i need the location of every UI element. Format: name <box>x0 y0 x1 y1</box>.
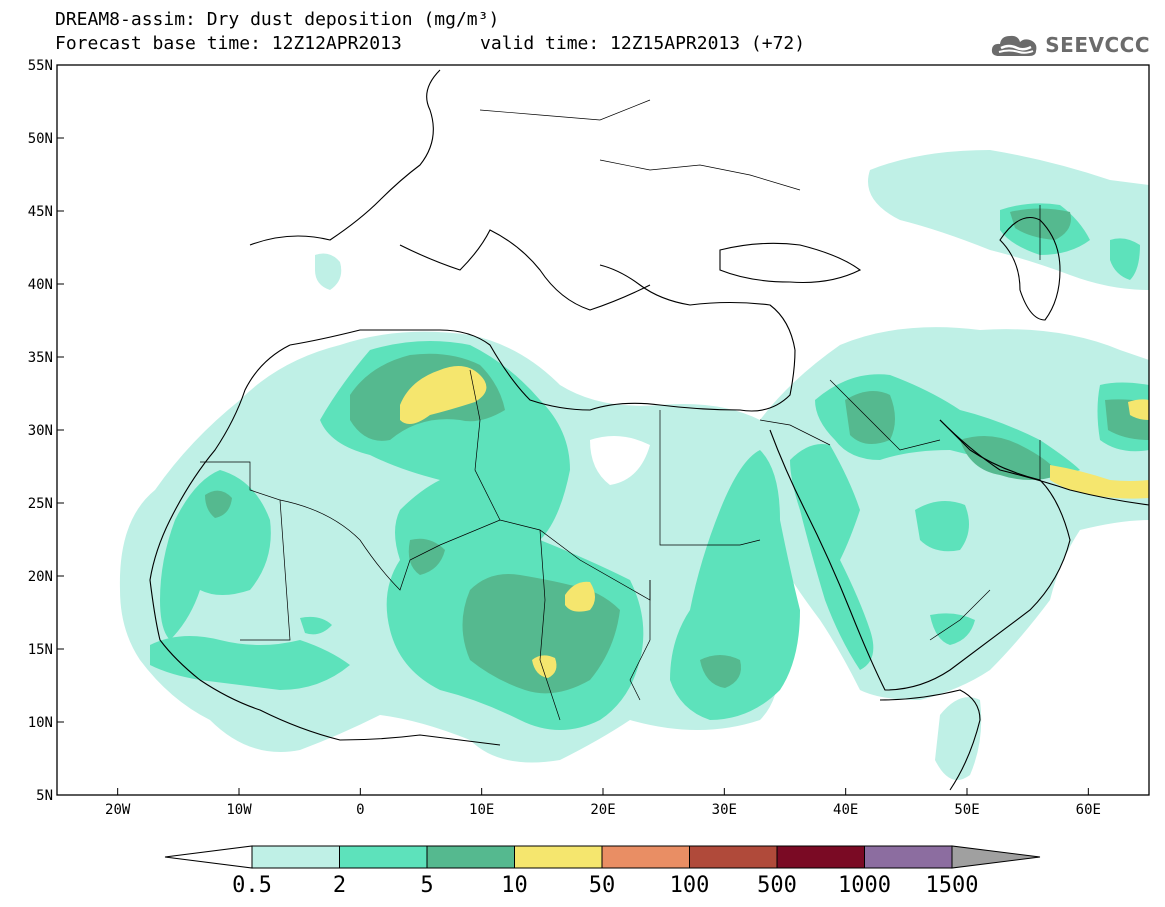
lon-tick-label: 10E <box>469 802 494 818</box>
colorbar-swatch <box>601 845 690 869</box>
colorbar-swatch <box>339 845 428 869</box>
lon-tick-label: 20E <box>590 802 615 818</box>
cloud-logo-icon <box>992 35 1037 56</box>
lon-tick-label: 10W <box>226 802 252 818</box>
country-borders <box>200 99 1041 721</box>
colorbar-level-label: 500 <box>757 873 797 898</box>
colorbar-swatch <box>689 845 778 869</box>
seevccc-logo: SEEVCCC <box>989 30 1150 60</box>
colorbar-level-label: 10 <box>501 873 528 898</box>
colorbar-swatch <box>864 845 953 869</box>
contour-10 <box>400 366 1149 678</box>
colorbar-swatch <box>426 845 515 869</box>
valid-time: valid time: 12Z15APR2013 (+72) <box>480 33 806 54</box>
logo-text: SEEVCCC <box>1045 33 1150 57</box>
colorbar-level-label: 5 <box>420 873 433 898</box>
colorbar-swatch <box>251 845 340 869</box>
lon-tick-label: 50E <box>954 802 979 818</box>
colorbar-level-label: 0.5 <box>232 873 272 898</box>
lat-tick-label: 10N <box>28 715 53 731</box>
colorbar-swatch <box>776 845 865 869</box>
lat-tick-label: 55N <box>28 58 53 74</box>
lat-tick-label: 15N <box>28 642 53 658</box>
dust-field <box>119 150 1149 780</box>
colorbar-level-label: 1000 <box>838 873 891 898</box>
lat-tick-label: 50N <box>28 131 53 147</box>
lat-tick-label: 25N <box>28 496 53 512</box>
colorbar-swatch <box>514 845 603 869</box>
lat-tick-label: 40N <box>28 277 53 293</box>
map-title: DREAM8-assim: Dry dust deposition (mg/m³… <box>55 9 500 30</box>
lat-tick-label: 45N <box>28 204 53 220</box>
colorbar: 0.5 2 5 10 50 100 500 1000 1500 <box>164 845 1041 898</box>
lon-tick-label: 20W <box>105 802 131 818</box>
colorbar-level-label: 1500 <box>926 873 979 898</box>
colorbar-under-triangle <box>164 845 253 869</box>
colorbar-over-triangle <box>951 845 1041 869</box>
lon-tick-label: 0 <box>356 802 364 818</box>
lat-tick-label: 35N <box>28 350 53 366</box>
lat-tick-label: 30N <box>28 423 53 439</box>
forecast-base-time: Forecast base time: 12Z12APR2013 <box>55 33 402 54</box>
colorbar-level-label: 2 <box>333 873 346 898</box>
coastlines <box>149 69 1149 791</box>
lon-tick-label: 40E <box>833 802 858 818</box>
longitude-axis: 20W 10W 0 10E 20E 30E 40E 50E 60E <box>105 788 1101 818</box>
lat-tick-label: 20N <box>28 569 53 585</box>
colorbar-level-label: 100 <box>670 873 710 898</box>
latitude-axis: 55N 50N 45N 40N 35N 30N 25N 20N 15N 10N 5N <box>28 58 64 804</box>
lon-tick-label: 60E <box>1076 802 1101 818</box>
lon-tick-label: 30E <box>712 802 737 818</box>
colorbar-level-label: 50 <box>589 873 616 898</box>
lat-tick-label: 5N <box>36 788 53 804</box>
